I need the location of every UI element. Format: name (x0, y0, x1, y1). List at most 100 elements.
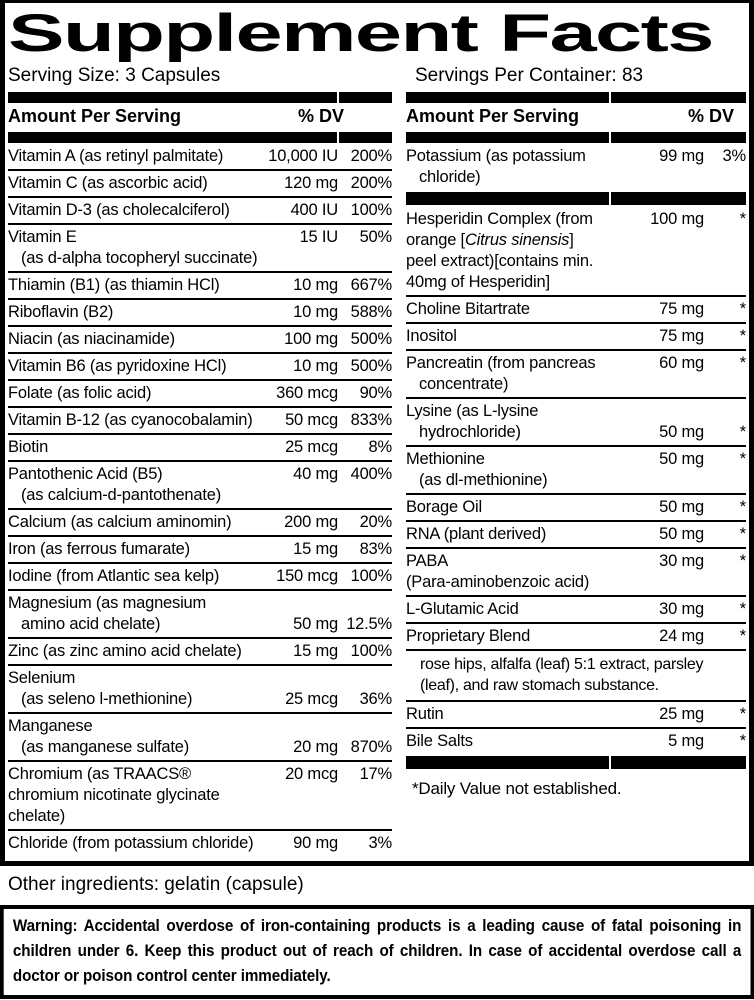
nutrient-amount: 40 mg (293, 465, 338, 483)
nutrient-name: amino acid chelate) (21, 615, 161, 633)
nutrient-row: Zinc (as zinc amino acid chelate) 15 mg 10… (8, 639, 392, 666)
nutrient-dv: 500% (350, 357, 393, 375)
nutrient-dv: 3% (722, 147, 747, 165)
nutrient-name: Inositol (406, 327, 457, 345)
nutrient-row: Lysine (as L-lysine hydrochloride) 50 mg * (406, 399, 746, 447)
nutrient-amount: 75 mg (659, 300, 704, 318)
nutrient-row: Folate (as folic acid) 360 mcg 90% (8, 381, 392, 408)
serving-info: Serving Size: 3 Capsules Servings Per Co… (8, 63, 746, 90)
nutrient-line: Iron (as ferrous fumarate) 15 mg 83% (8, 539, 392, 560)
nutrient-amount: 400 IU (290, 201, 339, 219)
separator-bar (406, 192, 746, 205)
nutrient-amount: 30 mg (659, 600, 704, 618)
nutrient-amount: 100 mg (650, 210, 704, 228)
panel-title: Supplement Facts (8, 6, 746, 63)
nutrient-name: chelate) (8, 807, 66, 825)
nutrient-line: Riboflavin (B2) 10 mg 588% (8, 302, 392, 323)
nutrient-line: (as manganese sulfate) 20 mg 870% (8, 737, 392, 758)
nutrient-amount: 50 mcg (285, 411, 338, 429)
blend-description: rose hips, alfalfa (leaf) 5:1 extract, p… (406, 651, 746, 702)
nutrient-amount: 15 IU (299, 228, 339, 246)
nutrient-line: peel extract)[contains min. (406, 251, 746, 272)
nutrient-line: rose hips, alfalfa (leaf) 5:1 extract, p… (406, 654, 746, 675)
nutrient-line: Choline Bitartrate 75 mg * (406, 299, 746, 320)
nutrient-line: Magnesium (as magnesium (8, 593, 392, 614)
nutrient-row: Magnesium (as magnesium amino acid chelat… (8, 591, 392, 639)
nutrient-row: Potassium (as potassium 99 mg 3% chloride) (406, 144, 746, 190)
nutrient-row: Methionine 50 mg * (as dl-methionine) (406, 447, 746, 495)
header-left: Amount Per Serving % DV (8, 104, 392, 130)
nutrient-dv: * (739, 732, 746, 750)
nutrient-row: Borage Oil 50 mg * (406, 495, 746, 522)
separator-bar (406, 756, 746, 769)
nutrient-row: Pantothenic Acid (B5) 40 mg 400% (as calciu… (8, 462, 392, 510)
nutrient-line: chromium nicotinate glycinate (8, 785, 392, 806)
nutrient-name: Borage Oil (406, 498, 482, 516)
nutrient-dv: 90% (359, 384, 393, 402)
nutrient-name: Pantothenic Acid (B5) (8, 465, 163, 483)
nutrient-column-right: Potassium (as potassium 99 mg 3% chloride) H… (406, 144, 746, 856)
nutrient-dv: 588% (350, 303, 393, 321)
nutrient-amount: 10,000 IU (268, 147, 338, 165)
nutrient-name: L-Glutamic Acid (406, 600, 519, 618)
nutrient-name-part: ] (569, 231, 574, 249)
warning-text: Warning: Accidental overdose of iron-con… (12, 917, 742, 985)
nutrient-name: Iron (as ferrous fumarate) (8, 540, 190, 558)
nutrient-amount: 25 mg (659, 705, 704, 723)
nutrient-name: Iodine (from Atlantic sea kelp) (8, 567, 220, 585)
separator-bar-segment (406, 92, 746, 103)
nutrient-amount: 50 mg (659, 498, 704, 516)
nutrient-line: hydrochloride) 50 mg * (406, 422, 746, 443)
nutrient-line: (as calcium-d-pantothenate) (8, 485, 392, 506)
nutrient-name: RNA (plant derived) (406, 525, 547, 543)
nutrient-dv: 3% (368, 834, 393, 852)
nutrient-line: Biotin 25 mcg 8% (8, 437, 392, 458)
header-amount-per-serving: Amount Per Serving (8, 106, 182, 126)
nutrient-line: Manganese (8, 716, 392, 737)
nutrient-dv: * (739, 705, 746, 723)
nutrient-line: Vitamin E 15 IU 50% (8, 227, 392, 248)
nutrient-name: orange [Citrus sinensis] (406, 230, 618, 251)
nutrient-row: Iodine (from Atlantic sea kelp) 150 mcg 10… (8, 564, 392, 591)
serving-size: Serving Size: 3 Capsules (8, 65, 221, 86)
nutrient-amount: 10 mg (293, 276, 338, 294)
nutrient-dv: 12.5% (346, 615, 392, 633)
nutrient-dv: * (739, 210, 746, 228)
nutrient-line: Chromium (as TRAACS® 20 mcg 17% (8, 764, 392, 785)
nutrient-row: Bile Salts 5 mg * (406, 729, 746, 754)
nutrient-dv: 8% (368, 438, 393, 456)
nutrient-dv: 200% (350, 147, 393, 165)
nutrient-amount: 50 mg (659, 423, 704, 441)
nutrient-dv: 100% (350, 201, 393, 219)
nutrient-line: (leaf), and raw stomach substance. (406, 675, 746, 696)
servings-per-container: Servings Per Container: 83 (415, 65, 644, 86)
nutrient-name: Chloride (from potassium chloride) (8, 834, 254, 852)
nutrient-name: Methionine (406, 450, 485, 468)
nutrient-line: Rutin 25 mg * (406, 704, 746, 725)
nutrient-row: Vitamin B6 (as pyridoxine HCl) 10 mg 500% (8, 354, 392, 381)
nutrient-amount: 20 mg (293, 738, 338, 756)
nutrient-line: orange [Citrus sinensis] (406, 230, 746, 251)
nutrient-name: (leaf), and raw stomach substance. (420, 677, 659, 694)
nutrient-line: Vitamin A (as retinyl palmitate) 10,000 I… (8, 146, 392, 167)
nutrient-amount: 15 mg (293, 540, 338, 558)
nutrient-name: Proprietary Blend (406, 627, 531, 645)
nutrient-amount: 50 mg (293, 615, 338, 633)
nutrient-line: chelate) (8, 806, 392, 827)
nutrient-line: amino acid chelate) 50 mg 12.5% (8, 614, 392, 635)
nutrient-dv: 400% (350, 465, 393, 483)
nutrient-amount: 150 mcg (276, 567, 338, 585)
nutrient-row: Riboflavin (B2) 10 mg 588% (8, 300, 392, 327)
nutrient-name: concentrate) (419, 375, 509, 393)
nutrient-name: (as manganese sulfate) (21, 738, 190, 756)
nutrient-name: Folate (as folic acid) (8, 384, 152, 402)
nutrient-amount: 90 mg (293, 834, 338, 852)
nutrient-dv: 36% (359, 690, 393, 708)
nutrient-name: Lysine (as L-lysine (406, 402, 539, 420)
nutrient-row: RNA (plant derived) 50 mg * (406, 522, 746, 549)
nutrient-row: Chloride (from potassium chloride) 90 mg 3… (8, 831, 392, 856)
nutrient-line: Vitamin D-3 (as cholecalciferol) 400 IU 10… (8, 200, 392, 221)
nutrient-row: Proprietary Blend 24 mg * (406, 624, 746, 651)
nutrient-dv: * (739, 327, 746, 345)
nutrient-row: Inositol 75 mg * (406, 324, 746, 351)
